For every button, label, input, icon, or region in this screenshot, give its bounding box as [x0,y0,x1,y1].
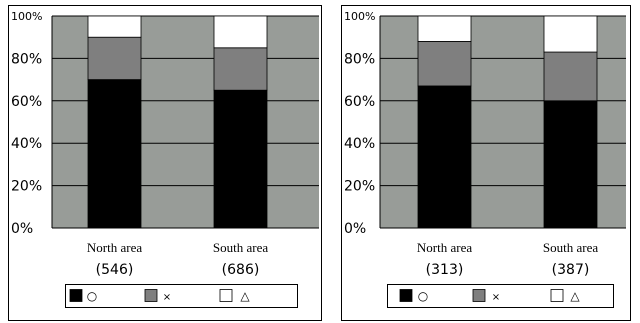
bar-segment-2 [543,51,598,102]
legend-swatch [144,289,158,302]
bar-segment-1 [87,79,142,229]
y-tick-label: 100% [344,10,375,23]
bar-segment-1 [417,85,472,229]
legend: ○ × △ [387,284,614,308]
legend: ○ × △ [65,284,298,308]
y-tick-label: 80% [344,51,375,67]
bar-segment-3 [213,15,268,49]
legend-symbol: × [163,292,171,303]
y-tick-label: 60% [11,94,42,110]
chart-panel-2: 0% 20% 40% 60% 80% 100% North area (313) South a… [341,5,631,321]
bar-segment-2 [213,47,268,91]
legend-symbol: △ [240,289,250,303]
legend-swatch [550,289,564,302]
legend-swatch [69,289,83,302]
y-tick-label: 20% [344,179,375,195]
bar-segment-2 [417,41,472,87]
bar-segment-3 [543,15,598,53]
legend-swatch [399,289,413,302]
sample-size-label: (546) [96,262,134,278]
bar-segment-1 [543,100,598,229]
bar-segment-2 [87,36,142,81]
y-tick-label: 0% [11,221,33,237]
sample-size-label: (313) [426,262,464,278]
y-tick-label: 60% [344,94,375,110]
legend-symbol: △ [570,289,580,303]
bar-segment-1 [213,89,268,229]
y-tick-label: 0% [344,221,366,237]
bar-segment-3 [417,15,472,42]
bar-segment-3 [87,15,142,38]
legend-symbol: ○ [418,289,428,303]
legend-symbol: ○ [87,289,97,303]
category-label: South area [213,240,268,255]
chart-panel-1: 0% 20% 40% 60% 80% 100% North area (546) South a… [8,5,322,321]
category-label: South area [543,240,598,255]
y-tick-label: 80% [11,51,42,67]
category-label: North area [417,240,472,255]
legend-swatch [219,289,233,302]
sample-size-label: (387) [552,262,590,278]
category-label: North area [87,240,142,255]
legend-box [65,284,298,308]
y-tick-label: 40% [11,136,42,152]
legend-swatch [472,289,486,302]
legend-symbol: × [492,292,500,303]
sample-size-label: (686) [222,262,260,278]
y-tick-label: 100% [11,10,42,23]
y-tick-label: 40% [344,136,375,152]
y-tick-label: 20% [11,179,42,195]
